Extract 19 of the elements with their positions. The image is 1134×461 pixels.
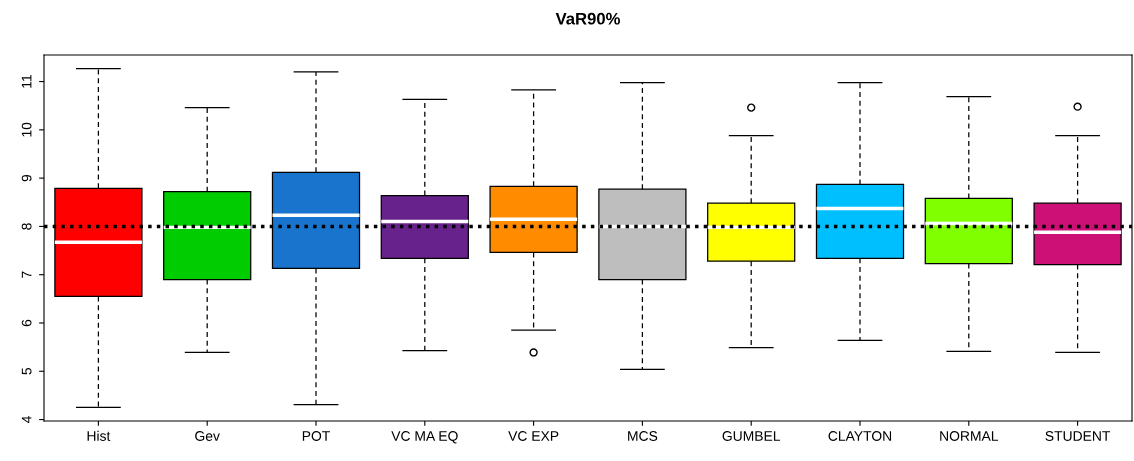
y-tick-label: 8 <box>21 223 32 230</box>
x-tick-label: MCS <box>628 431 658 441</box>
x-tick-label: VC EXP <box>508 431 559 441</box>
y-tick-label: 11 <box>21 75 32 88</box>
x-tick-label: GUMBEL <box>722 431 781 441</box>
x-tick-label: STUDENT <box>1045 431 1111 441</box>
x-tick-label: CLAYTON <box>828 431 892 441</box>
y-tick-label: 6 <box>21 319 32 327</box>
x-tick-label: Gev <box>195 431 220 441</box>
y-tick-label: 5 <box>21 367 32 375</box>
y-tick-label: 9 <box>21 174 32 182</box>
x-tick-label: Hist <box>87 430 111 441</box>
x-tick-label: POT <box>302 431 330 441</box>
chart-title: VaR90% <box>555 12 620 25</box>
x-tick-label: VC MA EQ <box>391 431 458 444</box>
x-tick-label: NORMAL <box>940 431 999 441</box>
y-tick-label: 4 <box>21 416 32 424</box>
y-tick-label: 10 <box>21 122 32 137</box>
y-tick-label: 7 <box>21 271 32 278</box>
